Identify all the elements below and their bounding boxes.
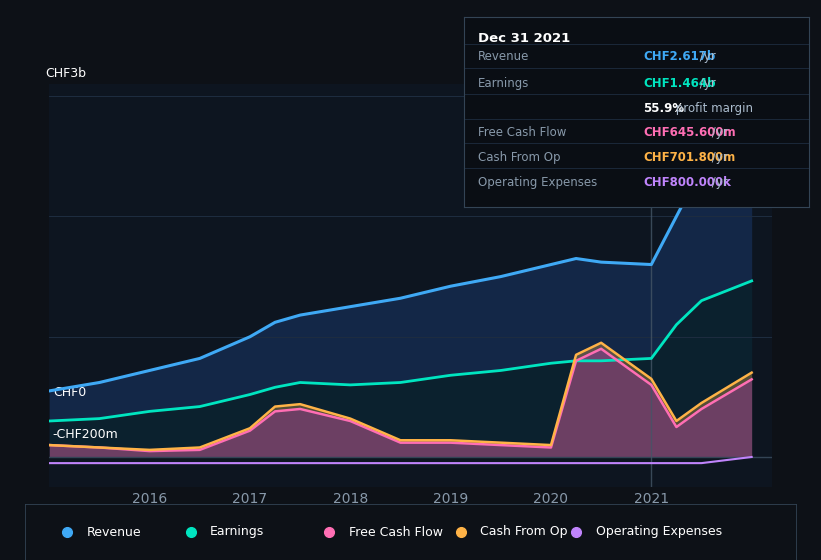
Text: CHF2.617b: CHF2.617b bbox=[643, 50, 715, 63]
Text: Revenue: Revenue bbox=[478, 50, 529, 63]
Text: CHF800.000k: CHF800.000k bbox=[643, 176, 731, 189]
Text: profit margin: profit margin bbox=[672, 102, 754, 115]
Text: CHF701.800m: CHF701.800m bbox=[643, 151, 736, 164]
Text: CHF3b: CHF3b bbox=[46, 67, 87, 80]
Text: 55.9%: 55.9% bbox=[643, 102, 684, 115]
Text: Earnings: Earnings bbox=[478, 77, 529, 90]
Text: CHF645.600m: CHF645.600m bbox=[643, 127, 736, 139]
Text: Cash From Op: Cash From Op bbox=[480, 525, 567, 539]
Text: CHF1.464b: CHF1.464b bbox=[643, 77, 716, 90]
Text: /yr: /yr bbox=[708, 176, 727, 189]
Text: Operating Expenses: Operating Expenses bbox=[478, 176, 597, 189]
Text: Cash From Op: Cash From Op bbox=[478, 151, 560, 164]
Text: Dec 31 2021: Dec 31 2021 bbox=[478, 32, 570, 45]
Text: /yr: /yr bbox=[696, 50, 716, 63]
Text: Free Cash Flow: Free Cash Flow bbox=[349, 525, 443, 539]
Text: /yr: /yr bbox=[696, 77, 716, 90]
Text: /yr: /yr bbox=[708, 151, 727, 164]
Text: Operating Expenses: Operating Expenses bbox=[596, 525, 722, 539]
Text: Earnings: Earnings bbox=[210, 525, 264, 539]
Text: -CHF200m: -CHF200m bbox=[53, 428, 118, 441]
Text: Revenue: Revenue bbox=[86, 525, 141, 539]
Text: Free Cash Flow: Free Cash Flow bbox=[478, 127, 566, 139]
Text: /yr: /yr bbox=[708, 127, 727, 139]
Text: CHF0: CHF0 bbox=[53, 386, 86, 399]
